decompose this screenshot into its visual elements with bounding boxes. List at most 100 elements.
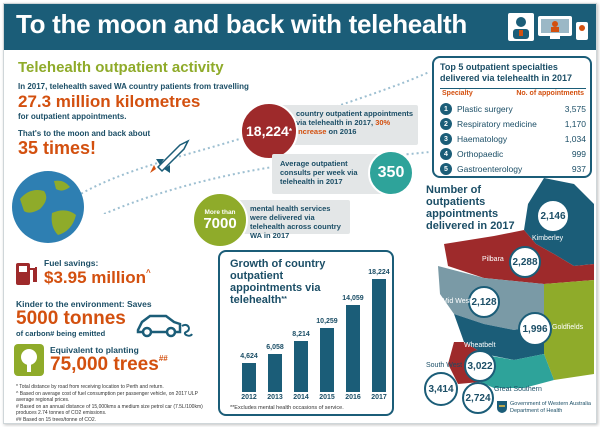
specialties-divider	[440, 88, 586, 89]
mental-stat-text: mental health services were delivered vi…	[250, 204, 341, 240]
doctor-icon	[508, 13, 534, 41]
specialty-row: 4 Orthopaedic 999	[440, 148, 586, 162]
rank-4: 4	[440, 148, 452, 160]
weekly-stat-box: Average outpatient consults per week via…	[272, 154, 390, 194]
logo-line1: Government of Western Australia	[510, 401, 591, 407]
specialty-value: 1,034	[564, 134, 586, 144]
bar-value-2012: 4,624	[240, 353, 258, 361]
fuel-sup: ^	[146, 268, 151, 277]
kimberley-label: Kimberley	[532, 235, 564, 242]
bar-value-2014: 8,214	[292, 330, 310, 338]
appointments-badge: 18,224 *	[240, 102, 298, 160]
bar-year-2015: 2015	[319, 394, 335, 401]
fuel-value: $3.95 million	[44, 268, 147, 287]
rank-5: 5	[440, 163, 452, 175]
specialties-title: Top 5 outpatient specialties delivered v…	[440, 62, 573, 83]
greatsouthern-label: Great Southern	[494, 386, 542, 393]
appointments-value: 18,224	[246, 123, 289, 139]
appointments-sup: *	[288, 126, 292, 136]
bar-value-2013: 6,058	[266, 344, 284, 352]
trees-sup: ##	[158, 354, 168, 363]
wheatbelt-region	[454, 314, 544, 360]
specialty-row: 1 Plastic surgery 3,575	[440, 103, 586, 117]
bar-value-2015: 10,259	[316, 318, 338, 326]
bar-2014	[294, 340, 308, 392]
specialty-value: 1,170	[564, 119, 586, 129]
footnote-4: ## Based on 15 trees/tonne of CO2.	[16, 417, 97, 423]
specialty-name: Orthopaedic	[457, 149, 504, 159]
greatsouthern-value: 2,724	[462, 382, 494, 414]
greatsouthern-region	[480, 354, 554, 388]
kimberley-value: 2,146	[536, 199, 570, 233]
earth-icon	[10, 169, 86, 245]
bar-2017	[372, 278, 386, 392]
specialty-name: Haematology	[457, 134, 508, 144]
moon-times: 35 times!	[18, 138, 97, 158]
section-title: Telehealth outpatient activity	[18, 59, 224, 76]
specialty-name: Plastic surgery	[457, 104, 513, 114]
car-icon	[134, 310, 194, 340]
specialty-name: Gastroenterology	[457, 164, 523, 174]
mental-badge: More than 7000	[192, 192, 248, 248]
logo-line2: Department of Health	[510, 408, 563, 414]
environment-label: Kinder to the environment: Saves	[16, 299, 152, 309]
bar-year-2016: 2016	[345, 394, 361, 401]
southwest-label: South West	[426, 362, 463, 369]
bar-2015	[320, 328, 334, 392]
fuel-pump-icon	[14, 259, 38, 287]
mental-value: 7000	[203, 215, 237, 232]
specialties-col2: No. of appointments	[516, 90, 584, 97]
km-saved: 27.3 million kilometres	[18, 92, 201, 111]
moon-text: That's to the moon and back about	[18, 129, 151, 138]
wa-regions-map	[438, 178, 594, 388]
wheatbelt-label: Wheatbelt	[464, 342, 496, 349]
telehealth-monitor-icon	[536, 16, 590, 42]
wheatbelt-value: 3,022	[464, 350, 496, 382]
appointments-increase: 30% increase	[296, 118, 391, 136]
bar-2012	[242, 363, 256, 392]
midwest-label: Mid West	[442, 298, 472, 305]
weekly-stat-text: Average outpatient consults per week via…	[280, 159, 358, 186]
header-bar: To the moon and back with telehealth	[4, 4, 596, 50]
weekly-badge: 350	[368, 150, 414, 196]
pilbara-label: Pilbara	[482, 256, 504, 263]
specialty-row: 2 Respiratory medicine 1,170	[440, 118, 586, 132]
tree-icon	[14, 344, 44, 376]
goldfields-value: 1,996	[518, 312, 552, 346]
rank-1: 1	[440, 103, 452, 115]
trees-label: Equivalent to planting	[50, 345, 139, 355]
chart-title: Growth of country outpatient appointment…	[230, 258, 350, 306]
specialty-value: 937	[571, 164, 586, 174]
pilbara-value: 2,288	[509, 246, 541, 278]
wa-crest-logo	[496, 400, 508, 414]
specialty-value: 3,575	[564, 104, 586, 114]
trees-value: 75,000 trees	[50, 354, 159, 375]
specialty-value: 999	[571, 149, 586, 159]
bar-2016	[346, 304, 360, 392]
footnote-2: ^ Based on average cost of fuel consumpt…	[16, 391, 198, 403]
goldfields-region	[544, 280, 594, 380]
fuel-value-line: $3.95 million^	[44, 268, 151, 288]
space-shuttle-icon	[150, 137, 192, 173]
environment-value: 5000 tonnes	[16, 308, 126, 329]
chart-area: 4,624 6,058 8,214 10,259 14,059 18,224 2…	[226, 252, 390, 402]
bar-year-2012: 2012	[241, 394, 257, 401]
appointments-text-b: on 2016	[328, 127, 357, 136]
trees-value-line: 75,000 trees##	[50, 354, 168, 376]
fuel-label: Fuel savings:	[44, 258, 99, 268]
rank-3: 3	[440, 133, 452, 145]
map-title: Number of outpatients appointments deliv…	[426, 184, 515, 232]
goldfields-label: Goldfields	[552, 324, 584, 331]
bar-year-2017: 2017	[371, 394, 387, 401]
intro-line: In 2017, telehealth saved WA country pat…	[18, 82, 249, 91]
specialty-row: 5 Gastroenterology 937	[440, 163, 586, 177]
southwest-value: 3,414	[424, 372, 458, 406]
chart-title-sup: **	[281, 296, 287, 303]
infographic-poster: To the moon and back with telehealth Tel…	[3, 3, 597, 424]
specialty-name: Respiratory medicine	[457, 119, 537, 129]
bar-value-2016: 14,059	[342, 294, 364, 302]
bar-value-2017: 18,224	[368, 268, 390, 276]
growth-chart-panel: Growth of country outpatient appointment…	[218, 250, 394, 416]
footnote-3: # Based on an annual distance of 15,000k…	[16, 404, 203, 416]
specialty-row: 3 Haematology 1,034	[440, 133, 586, 147]
